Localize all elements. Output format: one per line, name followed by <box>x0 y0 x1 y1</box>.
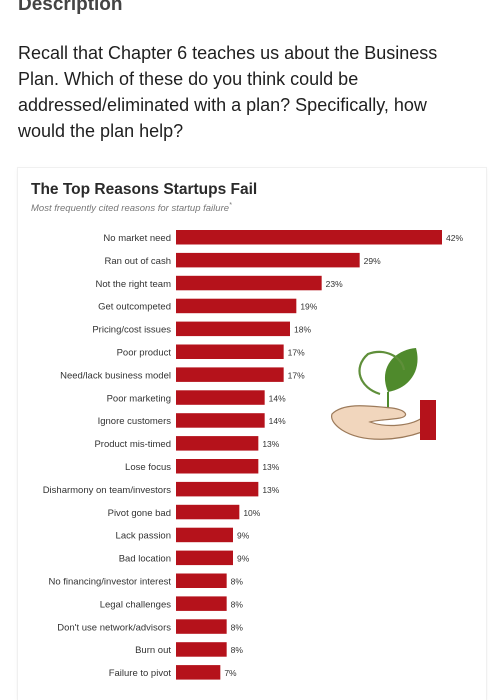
category-label: Burn out <box>135 645 171 656</box>
category-label: Poor marketing <box>107 393 171 404</box>
bar-chart: No market need 42% Ran out of cash 29% Not t… <box>43 230 463 680</box>
value-label: 17% <box>288 370 305 380</box>
value-label: 7% <box>224 668 237 678</box>
value-label: 42% <box>446 233 463 243</box>
chart-subtitle: Most frequently cited reasons for startu… <box>31 202 232 214</box>
bar <box>176 573 227 588</box>
category-label: Need/lack business model <box>60 370 171 381</box>
value-label: 9% <box>237 531 250 541</box>
value-label: 13% <box>262 485 279 495</box>
sprout-leaf-icon <box>384 348 418 392</box>
category-label: Legal challenges <box>100 599 172 610</box>
bar <box>176 275 322 291</box>
category-label: No financing/investor interest <box>48 577 171 588</box>
value-label: 8% <box>231 645 244 655</box>
bar <box>176 321 290 337</box>
value-label: 14% <box>269 416 286 426</box>
value-label: 9% <box>237 554 250 564</box>
bar <box>176 459 259 474</box>
value-label: 23% <box>326 279 343 289</box>
category-label: Product mis-timed <box>94 439 171 450</box>
category-label: Lack passion <box>116 531 171 542</box>
chart-card: The Top Reasons Startups Fail Most frequ… <box>18 168 486 700</box>
category-label: Pricing/cost issues <box>92 325 171 336</box>
value-label: 19% <box>300 302 317 312</box>
category-label: No market need <box>103 233 171 244</box>
bar <box>176 298 297 314</box>
bar <box>176 550 233 566</box>
category-label: Not the right team <box>95 279 171 290</box>
bar <box>176 367 284 382</box>
bar <box>176 665 221 680</box>
value-label: 8% <box>231 577 244 587</box>
value-label: 29% <box>364 256 381 266</box>
chart-subtitle-text: Most frequently cited reasons for startu… <box>31 203 230 215</box>
bar <box>176 619 227 634</box>
section-title: Description <box>18 0 123 15</box>
bar <box>176 252 360 268</box>
bar <box>176 527 233 543</box>
category-label: Disharmony on team/investors <box>43 485 172 496</box>
chart-title: The Top Reasons Startups Fail <box>31 181 258 198</box>
sleeve-cuff-icon <box>420 400 436 440</box>
category-label: Bad location <box>119 554 171 565</box>
bar <box>176 344 284 359</box>
bar <box>176 596 227 611</box>
category-label: Ignore customers <box>98 416 172 427</box>
category-label: Ran out of cash <box>104 256 171 267</box>
value-label: 17% <box>288 348 305 358</box>
sprout-leaf-outline-icon <box>358 350 406 396</box>
category-label: Lose focus <box>125 462 171 473</box>
bar <box>176 642 227 657</box>
chart-subtitle-marker: * <box>229 202 232 209</box>
prompt-text: Recall that Chapter 6 teaches us about t… <box>18 43 438 141</box>
category-label: Get outcompeted <box>98 302 171 313</box>
value-label: 13% <box>262 439 279 449</box>
category-label: Failure to pivot <box>109 668 172 679</box>
category-label: Pivot gone bad <box>108 508 171 519</box>
bar <box>176 436 259 451</box>
value-label: 8% <box>231 622 244 632</box>
plant-in-hand-icon <box>331 348 436 440</box>
value-label: 10% <box>243 508 260 518</box>
category-label: Poor product <box>117 348 172 359</box>
hand-icon <box>331 405 423 440</box>
value-label: 13% <box>262 462 279 472</box>
bar <box>176 230 442 245</box>
value-label: 18% <box>294 325 311 335</box>
bar <box>176 504 240 520</box>
bar <box>176 390 265 405</box>
value-label: 14% <box>269 393 286 403</box>
bars-group: No market need 42% Ran out of cash 29% Not t… <box>43 230 463 680</box>
bar <box>176 481 259 497</box>
value-label: 8% <box>231 599 244 609</box>
bar <box>176 413 265 428</box>
category-label: Don't use network/advisors <box>57 622 171 633</box>
